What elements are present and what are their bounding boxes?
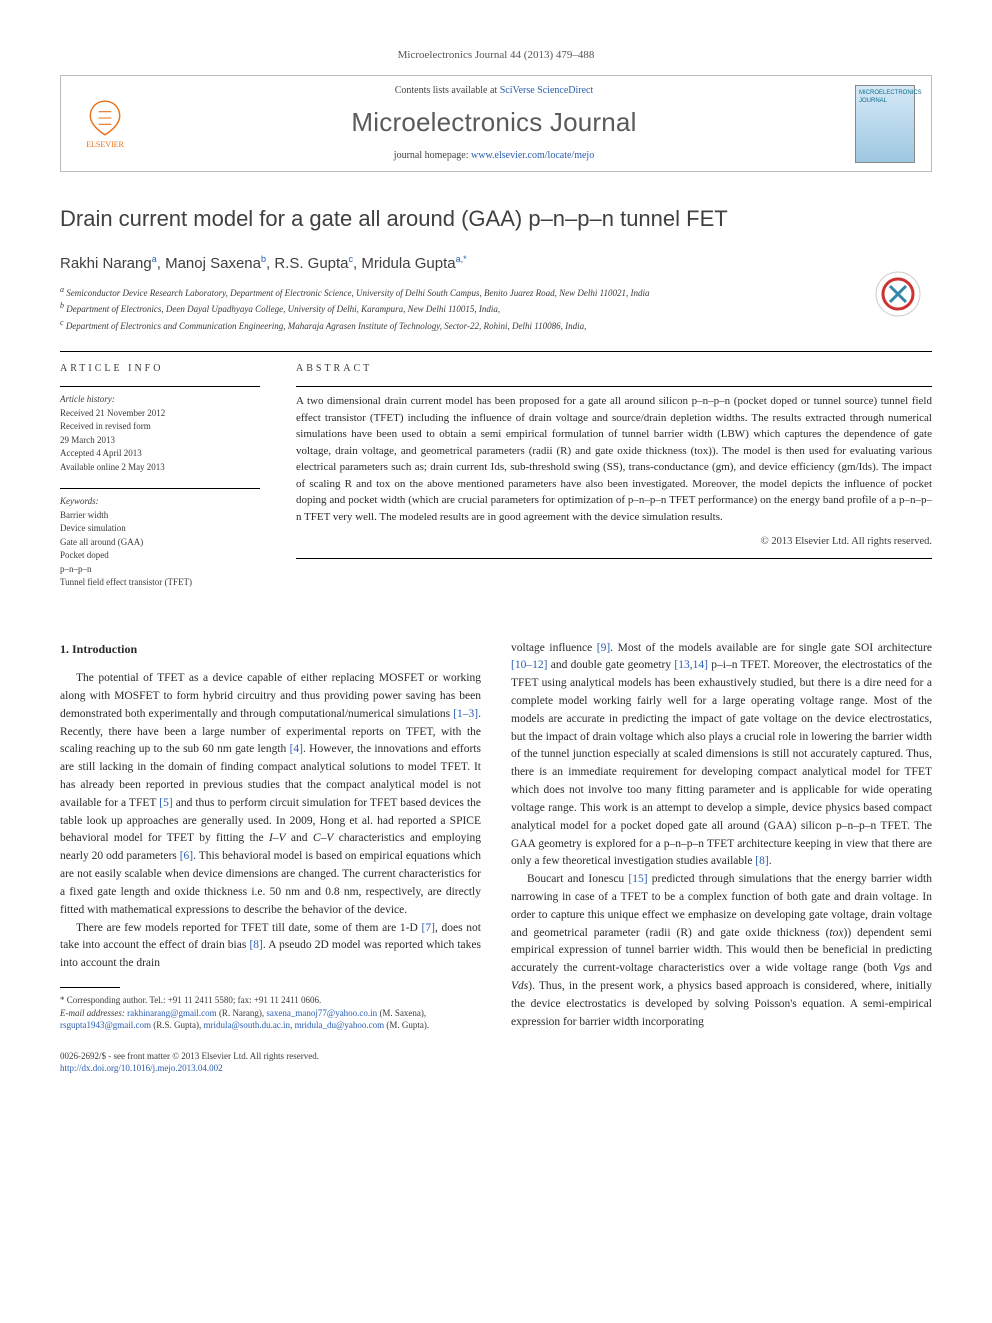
journal-reference: Microelectronics Journal 44 (2013) 479–4…	[60, 48, 932, 63]
divider	[296, 386, 932, 387]
homepage-prefix: journal homepage:	[394, 150, 471, 161]
article-history: Received 21 November 2012Received in rev…	[60, 407, 260, 475]
corresponding-author-note: * Corresponding author. Tel.: +91 11 241…	[60, 994, 481, 1007]
body-paragraph: The potential of TFET as a device capabl…	[60, 670, 481, 919]
abstract-label: ABSTRACT	[296, 362, 932, 376]
email-label: E-mail addresses:	[60, 1008, 125, 1018]
contents-line: Contents lists available at SciVerse Sci…	[149, 84, 839, 98]
history-label: Article history:	[60, 393, 260, 407]
abstract-copyright: © 2013 Elsevier Ltd. All rights reserved…	[296, 535, 932, 550]
article-title: Drain current model for a gate all aroun…	[60, 204, 932, 235]
body-paragraph: There are few models reported for TFET t…	[60, 920, 481, 973]
affiliations: a Semiconductor Device Research Laborato…	[60, 284, 932, 334]
journal-title: Microelectronics Journal	[149, 104, 839, 140]
article-info-label: ARTICLE INFO	[60, 362, 260, 376]
doi-link[interactable]: http://dx.doi.org/10.1016/j.mejo.2013.04…	[60, 1063, 223, 1073]
elsevier-logo: ELSEVIER	[77, 92, 133, 156]
elsevier-label: ELSEVIER	[86, 139, 124, 150]
abstract-column: ABSTRACT A two dimensional drain current…	[296, 362, 932, 604]
body-paragraph: Boucart and Ionescu [15] predicted throu…	[511, 871, 932, 1031]
divider	[60, 386, 260, 387]
divider	[60, 351, 932, 352]
section-heading-intro: 1. Introduction	[60, 640, 481, 659]
homepage-line: journal homepage: www.elsevier.com/locat…	[149, 149, 839, 163]
footnote-divider	[60, 987, 120, 988]
footnotes: * Corresponding author. Tel.: +91 11 241…	[60, 994, 481, 1032]
body-column-left: 1. Introduction The potential of TFET as…	[60, 640, 481, 1075]
footer-copyright: 0026-2692/$ - see front matter © 2013 El…	[60, 1050, 481, 1075]
keywords-list: Barrier widthDevice simulationGate all a…	[60, 509, 260, 590]
journal-cover-thumbnail: MICROELECTRONICS JOURNAL	[855, 85, 915, 163]
keywords-label: Keywords:	[60, 495, 260, 509]
abstract-text: A two dimensional drain current model ha…	[296, 393, 932, 525]
divider	[296, 558, 932, 559]
sciencedirect-link[interactable]: SciVerse ScienceDirect	[500, 85, 594, 96]
homepage-link[interactable]: www.elsevier.com/locate/mejo	[471, 150, 594, 161]
crossmark-icon[interactable]	[874, 270, 922, 318]
article-info-column: ARTICLE INFO Article history: Received 2…	[60, 362, 260, 604]
body-column-right: voltage influence [9]. Most of the model…	[511, 640, 932, 1075]
front-matter-line: 0026-2692/$ - see front matter © 2013 El…	[60, 1050, 481, 1063]
authors-list: Rakhi Naranga, Manoj Saxenab, R.S. Gupta…	[60, 253, 932, 274]
divider	[60, 488, 260, 489]
body-text: 1. Introduction The potential of TFET as…	[60, 640, 932, 1075]
contents-prefix: Contents lists available at	[395, 85, 500, 96]
journal-header: ELSEVIER Contents lists available at Sci…	[60, 75, 932, 171]
body-paragraph: voltage influence [9]. Most of the model…	[511, 640, 932, 872]
